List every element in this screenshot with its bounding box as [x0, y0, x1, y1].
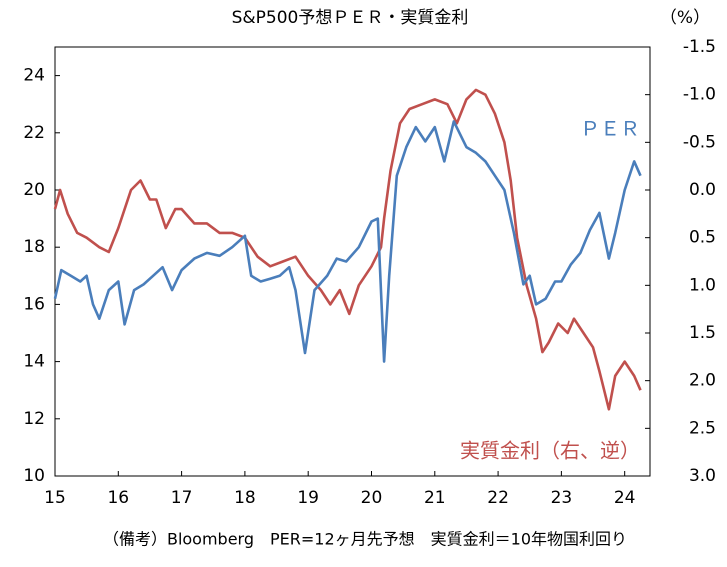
series-line — [53, 88, 642, 411]
chart-title: S&P500予想ＰＥＲ・実質金利 — [232, 8, 469, 28]
y-tick-label: 20 — [23, 180, 45, 200]
y-tick-label: 14 — [23, 352, 45, 372]
y2-tick-label: 0.5 — [689, 228, 716, 248]
x-tick-label: 18 — [234, 488, 256, 508]
series-annotation: ＰＥＲ — [580, 117, 640, 141]
footer-note: （備考）Bloomberg PER=12ヶ月先予想 実質金利＝10年物国利回り — [103, 530, 627, 549]
y-tick-label: 16 — [23, 294, 45, 314]
y-tick-label: 10 — [23, 466, 45, 486]
y2-tick-label: 2.5 — [689, 418, 716, 438]
x-tick-label: 24 — [614, 488, 636, 508]
x-tick-label: 20 — [361, 488, 383, 508]
y2-tick-label: 0.0 — [689, 180, 716, 200]
y2-tick-label: 1.0 — [689, 275, 716, 295]
series-annotation: 実質金利（右、逆） — [460, 439, 640, 463]
x-tick-label: 17 — [171, 488, 193, 508]
y2-tick-label: -1.0 — [683, 85, 716, 105]
y2-tick-label: -0.5 — [683, 132, 716, 152]
x-tick-label: 19 — [297, 488, 319, 508]
y-tick-label: 22 — [23, 123, 45, 143]
series-line — [53, 120, 642, 363]
plot-frame — [54, 46, 651, 477]
y2-tick-label: 2.0 — [689, 371, 716, 391]
x-tick-label: 15 — [44, 488, 66, 508]
y2-tick-label: 1.5 — [689, 323, 716, 343]
y2-tick-label: -1.5 — [683, 37, 716, 57]
y-tick-label: 18 — [23, 237, 45, 257]
y2-tick-label: 3.0 — [689, 466, 716, 486]
y2-unit: （%） — [660, 8, 710, 28]
y-tick-label: 12 — [23, 409, 45, 429]
x-tick-label: 22 — [487, 488, 509, 508]
y-tick-label: 24 — [23, 66, 45, 86]
x-tick-label: 21 — [424, 488, 446, 508]
x-tick-label: 16 — [107, 488, 129, 508]
x-tick-label: 23 — [551, 488, 573, 508]
